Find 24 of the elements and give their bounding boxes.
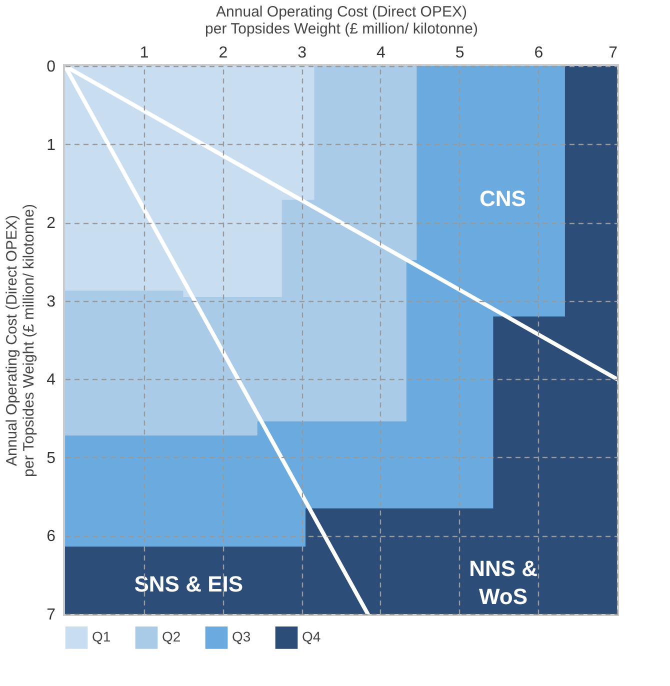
y-tick-label: 0 [46,58,56,76]
legend-label: Q3 [232,628,251,645]
y-tick-label: 7 [46,606,56,624]
x-tick-label: 1 [140,44,149,62]
x-tick-label: 2 [218,44,228,62]
y-tick-label: 4 [46,372,56,389]
y-tick-label: 5 [46,450,56,467]
x-tick-label: 4 [376,44,386,62]
x-axis-title: Annual Operating Cost (Direct OPEX) per Topsides Weight (£ million/ kilotonne) [205,4,478,38]
y-tick-label: 1 [46,136,56,154]
x-tick-label: 5 [455,44,464,62]
x-tick-label: 6 [534,44,544,62]
y-tick-label: 6 [46,528,56,546]
x-tick-label: 3 [298,44,307,62]
annotation: CNS [480,186,526,212]
y-tick-label: 2 [46,215,56,232]
annotation: NNS & WoS [469,556,538,610]
legend-label: Q1 [92,628,111,645]
legend-label: Q4 [302,628,321,645]
y-axis-title: Annual Operating Cost (Direct OPEX) per Topsides Weight (£ million/ kilotonne) [4,204,38,477]
y-tick-label: 3 [46,293,56,310]
x-tick-label: 7 [608,44,618,62]
annotation: SNS & EIS [134,571,244,596]
legend-label: Q2 [162,628,181,645]
